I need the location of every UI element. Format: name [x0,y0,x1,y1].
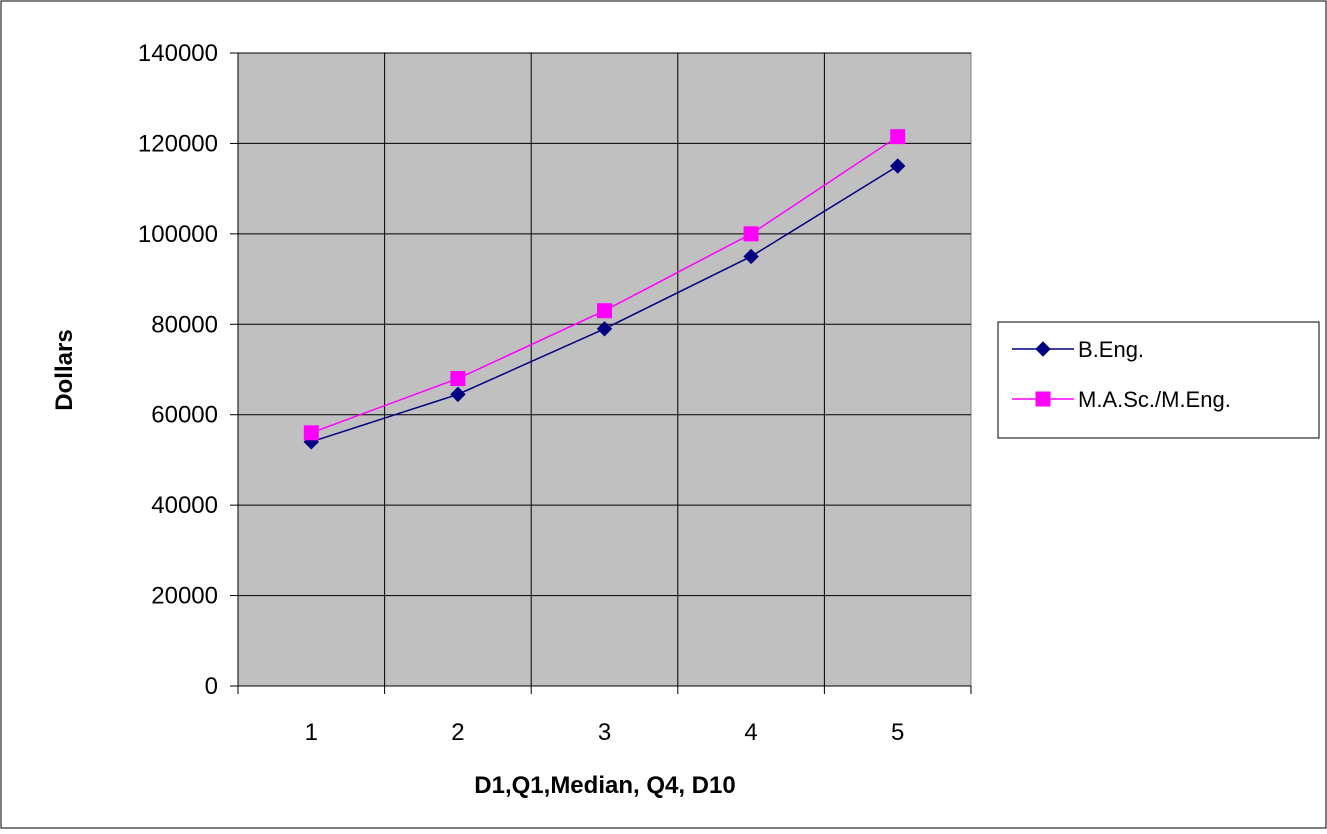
series-2 [303,129,906,441]
x-axis-title: D1,Q1,Median, Q4, D10 [474,772,735,799]
y-tick-label: 40000 [151,492,218,519]
legend-item: B.Eng. [1012,337,1144,362]
axes [230,52,972,694]
data-point [889,158,906,174]
data-point [303,425,319,441]
data-point [743,226,759,242]
y-tick-label: 80000 [151,311,218,338]
y-tick-label: 0 [205,673,218,700]
x-tick-label: 2 [451,719,464,746]
legend-marker [1035,391,1051,407]
y-tick-label: 100000 [138,221,218,248]
x-tick-label: 5 [891,719,904,746]
grid-lines [238,52,971,686]
legend-box [997,321,1320,439]
y-tick-label: 60000 [151,402,218,429]
legend-label: B.Eng. [1078,337,1144,362]
series-layer [303,129,906,450]
legend-marker [1035,341,1051,357]
tick-labels: 0 20000 40000 60000 80000 100000 120000 140000 1… [138,40,904,746]
legend-label: M.A.Sc./M.Eng. [1078,387,1231,412]
data-point [596,321,613,337]
plot-area [237,52,972,687]
data-point [743,248,759,265]
data-point [450,371,466,387]
legend-items: B.Eng. M.A.Sc./M.Eng. [1012,337,1231,412]
data-point [450,386,466,403]
legend-item: M.A.Sc./M.Eng. [1012,387,1231,412]
legend: B.Eng. M.A.Sc./M.Eng. [997,321,1320,439]
data-point [597,303,612,319]
y-tick-label: 120000 [138,130,218,157]
x-tick-label: 4 [744,719,757,746]
x-tick-label: 1 [305,719,318,746]
x-tick-label: 3 [598,719,611,746]
y-axis-title: Dollars [51,329,78,410]
y-tick-label: 140000 [138,40,218,67]
y-tick-label: 20000 [151,583,218,610]
data-point [890,129,906,145]
